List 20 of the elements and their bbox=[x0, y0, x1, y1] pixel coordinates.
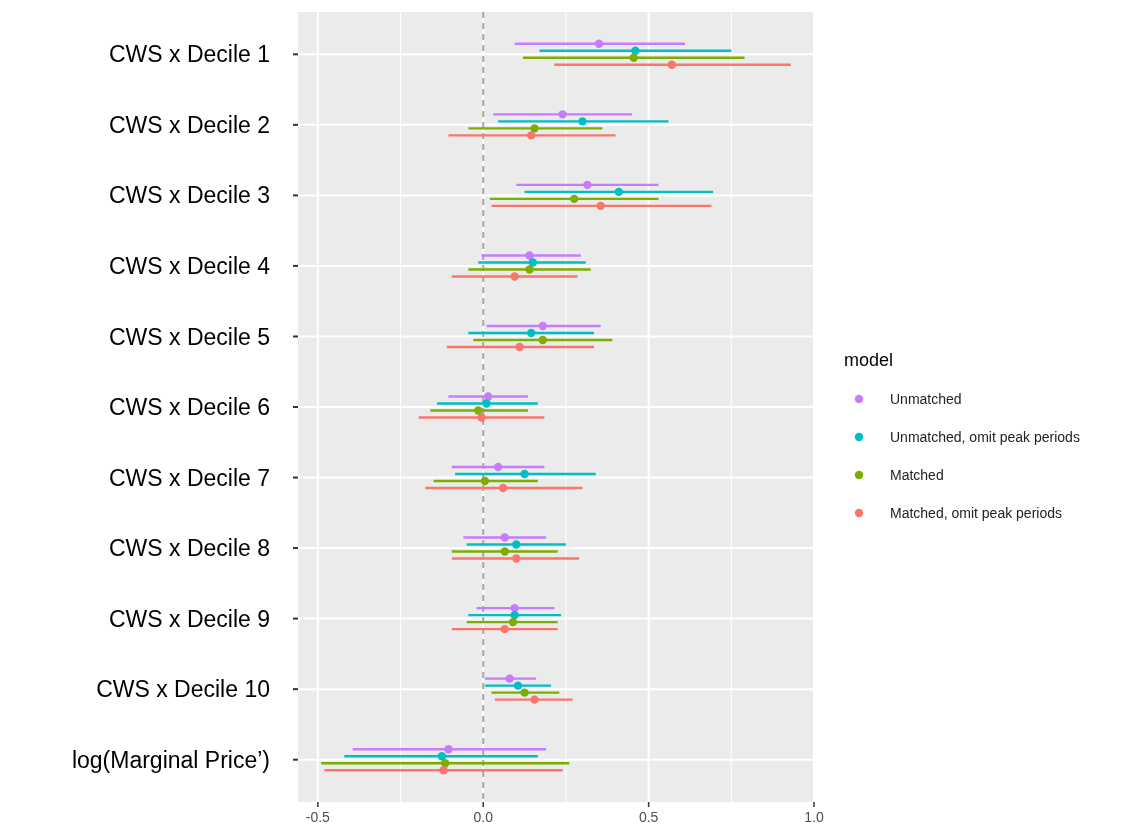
legend-label: Matched, omit peak periods bbox=[890, 504, 1062, 521]
y-tick-label: CWS x Decile 5 bbox=[108, 323, 270, 350]
x-tick-label: -0.5 bbox=[305, 809, 331, 824]
y-tick-label: log(Marginal Price’) bbox=[71, 746, 270, 773]
x-tick-label: 0.5 bbox=[638, 809, 659, 824]
y-tick-label: CWS x Decile 10 bbox=[96, 676, 270, 703]
legend-label: Unmatched bbox=[890, 390, 962, 407]
x-tick-label: 1.0 bbox=[804, 809, 824, 824]
y-tick-label: CWS x Decile 3 bbox=[108, 182, 270, 209]
y-tick-label: CWS x Decile 8 bbox=[108, 535, 270, 562]
y-tick-label: CWS x Decile 9 bbox=[108, 605, 270, 632]
y-tick-label: CWS x Decile 7 bbox=[108, 464, 270, 491]
y-tick-label: CWS x Decile 1 bbox=[108, 41, 270, 68]
y-tick-label: CWS x Decile 6 bbox=[108, 394, 270, 421]
y-tick-label: CWS x Decile 4 bbox=[108, 252, 271, 279]
legend-label: Matched bbox=[890, 466, 944, 483]
x-tick-label: 0.0 bbox=[473, 809, 494, 824]
legend-label: Unmatched, omit peak periods bbox=[890, 428, 1080, 445]
y-tick-label: CWS x Decile 2 bbox=[108, 111, 270, 138]
legend-title: model bbox=[844, 350, 894, 370]
